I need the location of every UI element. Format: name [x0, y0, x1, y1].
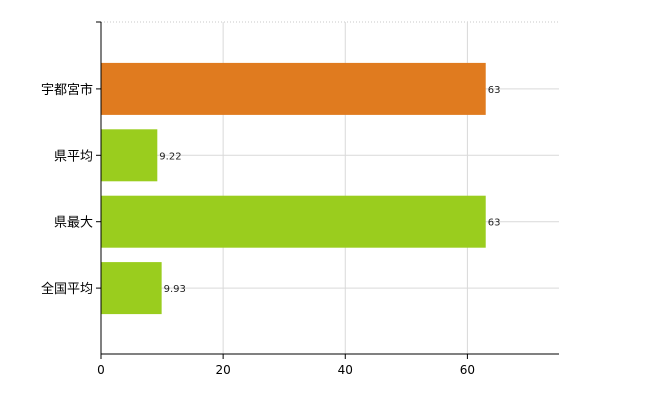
x-tick-label: 40 — [338, 363, 353, 377]
x-tick-label: 0 — [97, 363, 105, 377]
value-label: 9.93 — [164, 284, 186, 295]
value-label: 63 — [488, 218, 501, 229]
axes — [96, 21, 559, 359]
x-tick-label: 60 — [460, 363, 475, 377]
category-label: 県最大 — [54, 216, 93, 231]
category-label: 全国平均 — [41, 281, 93, 297]
value-label: 9.22 — [159, 151, 181, 162]
bar — [101, 62, 486, 115]
x-tick-label: 20 — [215, 363, 230, 377]
bar — [101, 195, 486, 248]
value-label: 63 — [488, 85, 501, 96]
bar — [101, 129, 158, 182]
bars — [101, 62, 486, 315]
bar — [101, 262, 162, 315]
category-label: 宇都宮市 — [41, 82, 93, 98]
category-label: 県平均 — [54, 149, 93, 164]
